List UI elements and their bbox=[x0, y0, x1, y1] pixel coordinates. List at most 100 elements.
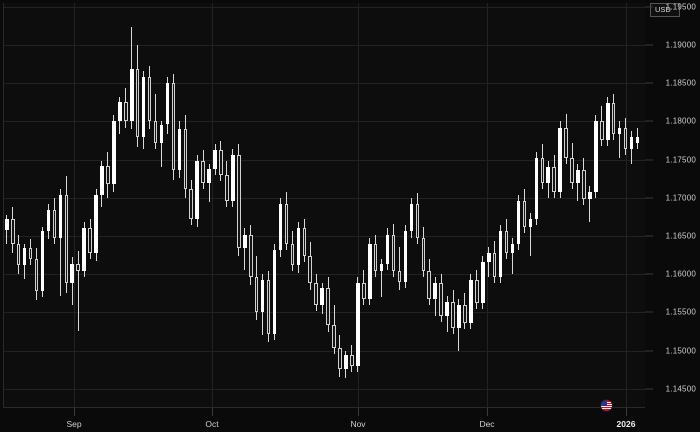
candle-body bbox=[552, 167, 556, 192]
candlestick bbox=[534, 3, 539, 408]
candlestick bbox=[248, 3, 253, 408]
candle-wick bbox=[589, 185, 591, 223]
gridline-horizontal bbox=[3, 236, 645, 238]
currency-badge[interactable]: USD bbox=[650, 3, 680, 17]
candle-body bbox=[248, 234, 253, 278]
candlestick bbox=[403, 3, 408, 408]
candlestick bbox=[22, 3, 27, 408]
candle-body bbox=[326, 288, 330, 325]
candle-body bbox=[332, 324, 336, 348]
gridline-vertical bbox=[487, 3, 488, 408]
candle-body bbox=[350, 355, 354, 366]
candle-body bbox=[129, 69, 134, 122]
candle-body bbox=[177, 129, 182, 171]
candle-body bbox=[40, 231, 45, 292]
candle-body bbox=[28, 248, 33, 259]
price-tick-mark bbox=[645, 350, 653, 352]
price-tick-label: 1.19000 bbox=[665, 40, 696, 50]
candlestick bbox=[320, 3, 324, 408]
candlestick bbox=[46, 3, 51, 408]
candlestick bbox=[558, 3, 562, 408]
candlestick bbox=[433, 3, 437, 408]
candle-body bbox=[356, 283, 360, 366]
price-tick-mark bbox=[645, 388, 653, 390]
candle-body bbox=[481, 262, 485, 304]
candle-body bbox=[463, 304, 467, 324]
candle-body bbox=[409, 203, 414, 232]
candle-body bbox=[522, 200, 527, 227]
candlestick bbox=[409, 3, 414, 408]
candle-body bbox=[385, 234, 390, 264]
candlestick bbox=[546, 3, 551, 408]
candle-body bbox=[284, 203, 289, 244]
candle-body bbox=[492, 252, 497, 278]
candlestick bbox=[82, 3, 86, 408]
candlestick bbox=[171, 3, 176, 408]
candlestick bbox=[623, 3, 628, 408]
candle-body bbox=[486, 252, 491, 263]
time-tick-label: 2026 bbox=[616, 419, 636, 429]
price-axis[interactable]: USD 1.19500 1.19000 1.18500 1.18000 1.17500 1… bbox=[645, 0, 700, 432]
candle-body bbox=[10, 219, 15, 244]
candle-wick bbox=[381, 258, 383, 298]
gridline-vertical bbox=[212, 3, 213, 408]
gridline-horizontal bbox=[3, 83, 645, 85]
price-tick-label: 1.15000 bbox=[665, 346, 696, 356]
price-tick-mark bbox=[645, 6, 653, 8]
candle-wick bbox=[59, 188, 61, 296]
candlestick bbox=[350, 3, 354, 408]
candlestick bbox=[290, 3, 295, 408]
time-tick-label: Oct bbox=[205, 419, 219, 429]
candle-body bbox=[582, 170, 586, 200]
price-tick-label: 1.16500 bbox=[665, 231, 696, 241]
candlestick bbox=[302, 3, 307, 408]
candlestick bbox=[629, 3, 634, 408]
gridline-horizontal bbox=[3, 388, 645, 390]
price-tick-label: 1.15500 bbox=[665, 307, 696, 317]
candlestick bbox=[617, 3, 622, 408]
candle-body bbox=[635, 136, 640, 143]
candle-body bbox=[451, 301, 455, 328]
candlestick bbox=[231, 3, 235, 408]
us-flag-icon bbox=[600, 399, 613, 412]
candle-body bbox=[106, 165, 110, 185]
candlestick bbox=[427, 3, 432, 408]
candlestick bbox=[94, 3, 98, 408]
time-tick-label: Sep bbox=[66, 419, 82, 429]
candle-wick bbox=[512, 237, 514, 275]
candle-body bbox=[600, 121, 604, 140]
time-axis[interactable]: Sep Oct Nov Dec 2026 bbox=[0, 408, 645, 432]
price-tick-label: 1.16000 bbox=[665, 269, 696, 279]
candle-wick bbox=[398, 246, 400, 290]
candlestick bbox=[492, 3, 497, 408]
candlestick bbox=[272, 3, 277, 408]
candle-body bbox=[427, 271, 432, 299]
price-tick-label: 1.19500 bbox=[665, 2, 696, 12]
plot-area[interactable] bbox=[3, 3, 645, 408]
candle-body bbox=[195, 161, 199, 220]
candlestick bbox=[88, 3, 92, 408]
price-tick-mark bbox=[645, 197, 653, 199]
candle-body bbox=[82, 228, 86, 272]
candle-body bbox=[558, 127, 562, 192]
candle-body bbox=[52, 210, 57, 238]
candlestick bbox=[124, 3, 128, 408]
candle-body bbox=[159, 124, 164, 143]
candle-body bbox=[22, 248, 27, 266]
candle-wick bbox=[208, 164, 210, 203]
price-tick-mark bbox=[645, 159, 653, 161]
candlestick bbox=[356, 3, 360, 408]
candle-body bbox=[165, 83, 170, 125]
candlestick bbox=[135, 3, 140, 408]
time-tick-mark bbox=[212, 408, 213, 416]
candle-body bbox=[16, 243, 21, 266]
candlestick bbox=[225, 3, 229, 408]
candlestick bbox=[201, 3, 205, 408]
candlestick bbox=[516, 3, 521, 408]
candle-body bbox=[379, 263, 384, 272]
price-tick-mark bbox=[645, 44, 653, 46]
price-tick-mark bbox=[645, 273, 653, 275]
time-tick-mark bbox=[358, 408, 359, 416]
candle-body bbox=[64, 194, 69, 284]
